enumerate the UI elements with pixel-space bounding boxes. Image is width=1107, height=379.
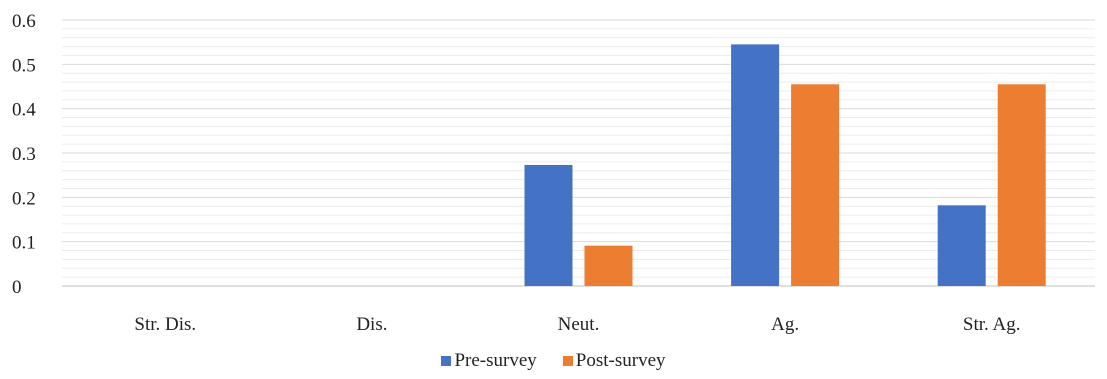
x-tick-label: Dis. — [356, 314, 387, 335]
bar-post-survey-ag — [791, 84, 840, 287]
gridlines — [62, 19, 1095, 287]
y-tick-label: 0.2 — [12, 188, 36, 209]
x-tick-label: Ag. — [771, 314, 799, 335]
y-axis-tick-labels: 0 0.1 0.2 0.3 0.4 0.5 0.6 — [12, 11, 36, 298]
y-tick-label: 0.6 — [12, 11, 36, 32]
legend-label-pre-survey: Pre-survey — [454, 350, 537, 371]
bar-post-survey-str-ag — [997, 84, 1046, 287]
x-axis-tick-labels: Str. Dis. Dis. Neut. Ag. Str. Ag. — [134, 314, 1020, 335]
x-tick-label: Neut. — [558, 314, 600, 335]
bar-pre-survey-str-ag — [937, 205, 986, 286]
y-tick-label: 0.5 — [12, 55, 36, 76]
bars — [524, 44, 1046, 287]
legend-swatch-pre-survey — [441, 356, 452, 366]
legend-label-post-survey: Post-survey — [575, 350, 666, 371]
x-tick-label: Str. Ag. — [963, 314, 1021, 335]
bar-pre-survey-ag — [731, 44, 780, 287]
bar-pre-survey-neut — [524, 164, 573, 286]
y-tick-label: 0.3 — [12, 144, 36, 165]
x-tick-label: Str. Dis. — [134, 314, 196, 335]
y-tick-label: 0 — [12, 277, 22, 298]
legend-swatch-post-survey — [562, 356, 573, 366]
legend-item-pre-survey: Pre-survey — [441, 350, 537, 372]
legend-item-post-survey: Post-survey — [562, 350, 666, 372]
bar-post-survey-neut — [584, 245, 633, 286]
legend: Pre-survey Post-survey — [0, 350, 1107, 372]
y-tick-label: 0.4 — [12, 100, 36, 121]
y-tick-label: 0.1 — [12, 233, 36, 254]
